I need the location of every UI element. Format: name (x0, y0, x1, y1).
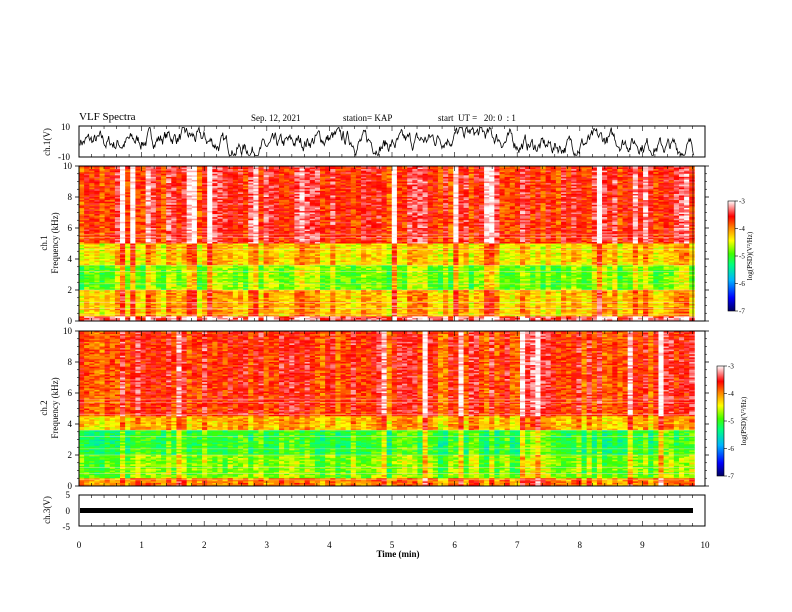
ch3-tick-bottom: -5 (63, 522, 71, 532)
x-tick-10: 10 (701, 540, 711, 550)
ch2-ytick-2: 2 (68, 450, 73, 460)
colorbar-tick: -7 (728, 473, 734, 481)
vlf-figure: 10 -10 ch.1(V) 0246810 ch.1 Frequency (k… (0, 0, 792, 612)
ch3-waveform-band (80, 508, 693, 513)
x-tick-6: 6 (452, 540, 457, 550)
x-tick-0: 0 (77, 540, 82, 550)
ch2-ytick-6: 6 (68, 388, 73, 398)
ch1-colorbar-label: log(PSD)(V²/Hz) (746, 231, 754, 280)
x-tick-7: 7 (515, 540, 520, 550)
ch1-ylabel-channel: ch.1 (39, 235, 49, 250)
ch1-ytick-8: 8 (68, 192, 73, 202)
colorbar-tick: -6 (739, 280, 745, 288)
ch1-ytick-2: 2 (68, 285, 73, 295)
ch3-ylabel: ch.3(V) (42, 496, 52, 524)
ch2-colorbar: -3 -4 -5 -6 -7 log(PSD)(V²/Hz) (717, 363, 748, 481)
colorbar-tick: -3 (728, 363, 734, 371)
ch2-colorbar-label: log(PSD)(V²/Hz) (740, 396, 748, 445)
colorbar-tick: -5 (739, 253, 745, 261)
ch2-ylabel-channel: ch.2 (39, 400, 49, 415)
ch1-colorbar: -3 -4 -5 -6 -7 log(PSD)(V²/Hz) (728, 198, 754, 316)
ch1-ytick-4: 4 (68, 254, 73, 264)
ch1-ytick-0: 0 (68, 316, 73, 326)
ch1-spectrogram-image (79, 166, 705, 321)
ch1-ytick-10: 10 (63, 161, 73, 171)
colorbar-tick: -4 (739, 225, 745, 233)
ch1-tick-top: 10 (61, 122, 71, 132)
ch2-ytick-8: 8 (68, 357, 73, 367)
colorbar-tick: -4 (728, 390, 734, 398)
ch2-ylabel-freq: Frequency (kHz) (50, 377, 60, 438)
x-axis-label: Time (min) (376, 549, 419, 559)
ch1-ylabel-freq: Frequency (kHz) (50, 212, 60, 273)
x-tick-3: 3 (265, 540, 270, 550)
colorbar-tick: -3 (739, 198, 745, 206)
x-tick-1: 1 (139, 540, 144, 550)
ch2-spectrogram-image (79, 331, 705, 486)
ch1-spectrogram-panel: 0 2 4 6 8 10 ch.1 Frequency (kHz) (39, 161, 709, 326)
ch3-tick-mid: 0 (66, 506, 71, 516)
ch2-ytick-4: 4 (68, 419, 73, 429)
x-tick-4: 4 (327, 540, 332, 550)
ch3-tick-top: 5 (66, 490, 71, 500)
colorbar-tick: -5 (728, 418, 734, 426)
x-tick-8: 8 (578, 540, 583, 550)
ch2-ytick-10: 10 (63, 326, 73, 336)
ch1-ytick-6: 6 (68, 223, 73, 233)
colorbar-tick: -7 (739, 308, 745, 316)
x-tick-2: 2 (202, 540, 207, 550)
colorbar-tick: -6 (728, 445, 734, 453)
ch1-ylabel: ch.1(V) (42, 128, 52, 156)
x-tick-9: 9 (640, 540, 645, 550)
